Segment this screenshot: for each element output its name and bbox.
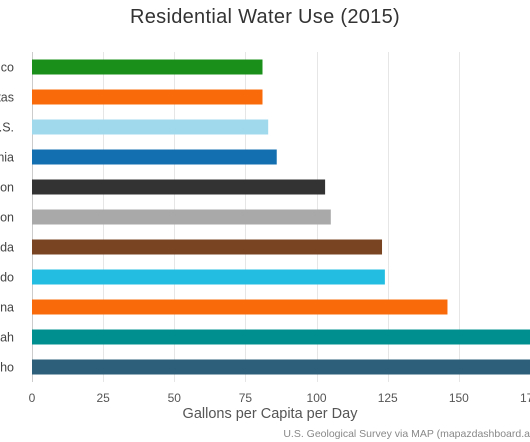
bar	[32, 299, 448, 315]
category-label: tah	[0, 331, 14, 345]
category-label: U.S.	[0, 121, 14, 135]
bar	[32, 329, 530, 345]
x-tick-label: 125	[378, 391, 398, 405]
bar	[32, 359, 530, 375]
category-label: on	[0, 211, 14, 225]
chart-title: Residential Water Use (2015)	[130, 6, 400, 28]
bar	[32, 149, 277, 165]
category-label: nia	[0, 151, 14, 165]
x-axis-title: Gallons per Capita per Day	[182, 406, 358, 422]
category-label: ico	[0, 61, 14, 75]
category-label: ho	[0, 361, 14, 375]
bar	[32, 59, 263, 75]
x-tick-label: 175	[520, 391, 530, 405]
category-label: ona	[0, 301, 14, 315]
x-tick-label: 75	[239, 391, 253, 405]
category-label: do	[0, 271, 14, 285]
x-tick-label: 25	[96, 391, 110, 405]
category-label: on	[0, 181, 14, 195]
category-labels: ico tas U.S. nia on on ada do ona tah ho	[0, 61, 14, 375]
bars	[32, 59, 530, 375]
source-credit: U.S. Geological Survey via MAP (mapazdas…	[283, 428, 530, 440]
x-tick-label: 100	[307, 391, 327, 405]
x-axis-ticks: 0 25 50 75 100 125 150 175	[29, 391, 530, 405]
bar	[32, 119, 269, 135]
x-tick-label: 150	[449, 391, 469, 405]
category-label: ada	[0, 241, 14, 255]
bar	[32, 179, 326, 195]
x-tick-label: 50	[168, 391, 182, 405]
bar	[32, 269, 385, 285]
bar	[32, 239, 383, 255]
category-label: tas	[0, 91, 14, 105]
bar	[32, 209, 331, 225]
bar	[32, 89, 263, 105]
x-tick-label: 0	[29, 391, 36, 405]
